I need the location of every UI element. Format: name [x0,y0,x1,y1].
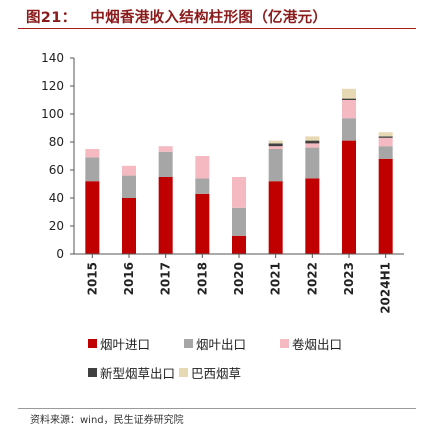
bar-segment [342,88,356,99]
bar-segment [378,132,393,137]
bar-segment [378,136,393,138]
y-tick-label: 60 [49,163,64,177]
legend-item: 烟叶进口 [88,334,150,353]
title-rule [18,28,416,29]
bar-segment [85,181,100,254]
x-tick-label: 2018 [195,262,209,295]
bars [85,88,393,254]
legend-label: 烟叶出口 [196,337,247,352]
bar-segment [342,118,356,141]
bar-segment [378,146,393,159]
bar-segment [232,177,246,208]
figure-title-text: 中烟香港收入结构柱形图（亿港元） [90,10,328,26]
y-tick-label: 20 [49,219,64,233]
bar-segment [195,193,210,254]
bar-segment [268,181,283,254]
bar-segment [85,157,100,182]
bar-segment [232,235,246,254]
bar-segment [85,149,100,158]
legend-swatch [88,368,97,377]
x-tick-label: 2022 [305,262,319,295]
y-tick-label: 0 [56,247,64,261]
legend-swatch [88,339,97,348]
legend-label: 新型烟草出口 [100,366,176,381]
figure-label: 图21： [26,10,77,26]
legend-row-1: 烟叶进口 烟叶出口 卷烟出口 [88,334,342,353]
legend-item: 新型烟草出口 [88,363,175,382]
legend-swatch [179,368,189,377]
legend-label: 卷烟出口 [292,337,343,352]
bar-segment [305,147,320,179]
legend-swatch [280,339,290,348]
legend-label: 巴西烟草 [191,366,242,381]
x-tick-label: 2023 [342,262,356,295]
legend-row-2: 新型烟草出口 巴西烟草 [88,363,241,382]
bar-segment [158,146,173,152]
bar-segment [122,175,136,198]
legend-item: 卷烟出口 [280,334,342,353]
bar-segment [158,177,173,254]
bar-segment [232,207,246,236]
bar-segment [305,140,320,144]
x-tick-label: 2017 [159,262,173,295]
bar-segment [305,143,320,148]
bar-segment [378,137,393,147]
x-axis: 2015 2016 2017 2018 2020 2021 2022 2023 2024H1 [74,253,404,314]
bar-segment [122,198,136,254]
figure-title: 图21： 中烟香港收入结构柱形图（亿港元） [26,6,327,27]
source-rule [18,408,416,409]
bar-segment [122,165,136,176]
bar-segment [378,158,393,254]
legend-item: 巴西烟草 [179,363,241,382]
bar-segment [342,100,356,119]
bar-segment [342,98,356,100]
legend-item: 烟叶出口 [184,334,246,353]
legend-label: 烟叶进口 [100,337,151,352]
bar-segment [342,140,356,254]
bar-segment [305,178,320,254]
y-tick-label: 140 [41,51,64,65]
bar-segment [195,178,210,194]
bar-segment [268,149,283,182]
y-axis: 0 20 40 60 80 100 120 140 [41,51,75,261]
bar-segment [158,151,173,177]
bar-segment [195,156,210,179]
bar-segment [268,146,283,149]
bar-segment [305,136,320,141]
x-tick-label: 2021 [269,262,283,295]
x-tick-label: 2020 [232,262,246,295]
x-tick-label: 2024H1 [379,262,393,314]
source-note: 资料来源：wind，民生证券研究院 [30,415,184,426]
y-tick-label: 40 [49,191,64,205]
y-tick-label: 80 [49,135,64,149]
bar-segment [268,140,283,144]
y-tick-label: 120 [41,79,64,93]
bar-segment [268,143,283,147]
y-tick-label: 100 [41,107,64,121]
legend-swatch [184,339,194,348]
x-tick-label: 2016 [122,262,136,295]
x-tick-label: 2015 [85,262,99,295]
